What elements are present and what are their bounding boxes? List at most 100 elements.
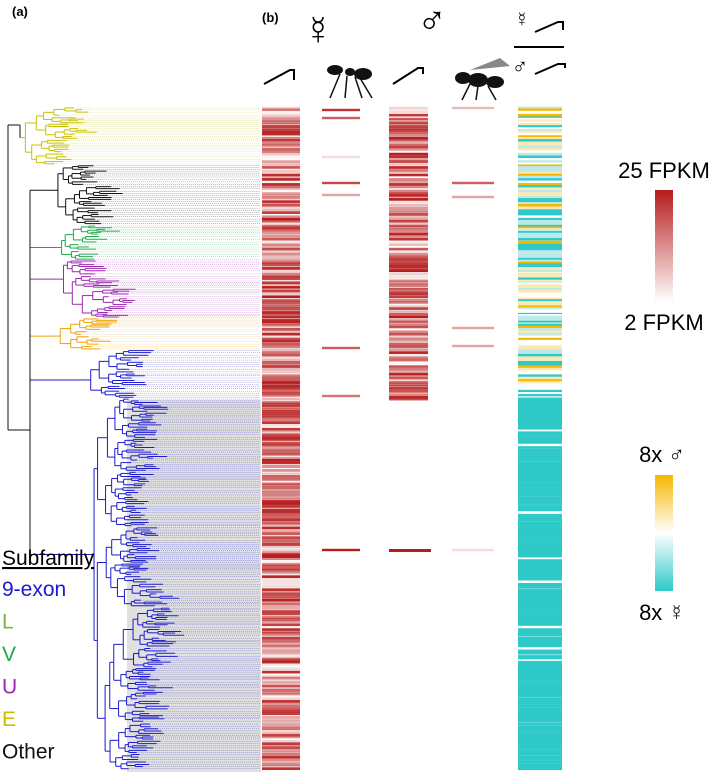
heat-cell bbox=[262, 729, 300, 733]
heat-cell bbox=[518, 295, 562, 299]
scale-label: 8x ♂ bbox=[639, 442, 685, 467]
heat-cell bbox=[262, 229, 300, 233]
heat-cell bbox=[518, 436, 562, 439]
heat-cell bbox=[262, 269, 300, 273]
heat-cell bbox=[518, 502, 562, 505]
heat-cell bbox=[262, 122, 300, 126]
heat-cell bbox=[262, 287, 300, 291]
heat-cell bbox=[518, 534, 562, 537]
heat-cell bbox=[518, 676, 562, 680]
heat-cell bbox=[262, 763, 300, 766]
heat-cell bbox=[389, 391, 428, 395]
heat-cell bbox=[389, 297, 428, 301]
heat-cell bbox=[389, 121, 428, 125]
heat-cell bbox=[262, 401, 300, 404]
heat-cell bbox=[518, 171, 562, 175]
heat-cell bbox=[518, 358, 562, 362]
heat-cell bbox=[389, 196, 428, 199]
heat-cell bbox=[389, 160, 428, 163]
heat-cell bbox=[389, 130, 428, 134]
heat-cell bbox=[518, 450, 562, 454]
heat-cell bbox=[262, 684, 300, 688]
heat-cell bbox=[262, 360, 300, 364]
heat-cell bbox=[518, 727, 562, 731]
heat-cell bbox=[262, 427, 300, 431]
heat-cell bbox=[262, 152, 300, 156]
heat-cell bbox=[389, 285, 428, 289]
heat-cell bbox=[262, 135, 300, 138]
heat-cell bbox=[518, 688, 562, 692]
heat-cell bbox=[262, 228, 300, 231]
heat-cell bbox=[262, 725, 300, 729]
heat-cell bbox=[262, 688, 300, 692]
heat-cell bbox=[518, 372, 562, 376]
heat-cell bbox=[518, 335, 562, 339]
heat-cell bbox=[389, 231, 428, 234]
heat-cell bbox=[262, 604, 300, 608]
heat-cell bbox=[518, 562, 562, 566]
ratio-top: ☿ bbox=[515, 9, 530, 31]
heat-cell bbox=[262, 448, 300, 452]
heat-cell bbox=[518, 715, 562, 719]
heat-cell bbox=[262, 189, 300, 193]
heat-cell bbox=[518, 119, 562, 123]
heat-cell bbox=[262, 315, 300, 319]
heat-cell bbox=[262, 198, 300, 201]
heat-cell bbox=[262, 247, 300, 251]
heat-cell bbox=[262, 415, 300, 419]
heat-cell bbox=[262, 125, 300, 128]
heat-cell bbox=[518, 345, 562, 348]
heat-cell bbox=[262, 255, 300, 258]
heat-cell bbox=[518, 211, 562, 214]
heat-cell bbox=[518, 252, 562, 256]
heat-cell bbox=[262, 753, 300, 756]
heat-cell bbox=[262, 261, 300, 265]
heat-cell bbox=[518, 767, 562, 771]
heat-cell bbox=[262, 692, 300, 696]
heat-cell bbox=[262, 403, 300, 406]
heat-cell bbox=[389, 167, 428, 171]
heat-cell bbox=[518, 461, 562, 464]
heat-cell bbox=[389, 261, 428, 265]
heat-cell bbox=[518, 365, 562, 368]
heat-cell bbox=[389, 282, 428, 286]
heat-cell bbox=[518, 489, 562, 492]
heat-cell bbox=[518, 421, 562, 425]
heat-cell bbox=[262, 213, 300, 216]
heat-cell bbox=[262, 194, 300, 197]
heat-cell bbox=[518, 530, 562, 534]
heat-cell bbox=[262, 639, 300, 642]
heat-cell bbox=[262, 719, 300, 723]
heat-cell bbox=[262, 187, 300, 190]
heat-cell bbox=[518, 187, 562, 190]
heat-cell bbox=[262, 323, 300, 327]
heat-cell bbox=[262, 662, 300, 666]
heat-cell bbox=[518, 513, 562, 517]
heat-cell bbox=[518, 443, 562, 447]
heat-cell bbox=[262, 573, 300, 576]
heat-cell bbox=[262, 700, 300, 703]
heat-cell bbox=[518, 484, 562, 487]
heat-cell bbox=[518, 287, 562, 291]
heat-cell bbox=[262, 592, 300, 596]
heat-cell bbox=[262, 463, 300, 467]
heat-cell bbox=[322, 155, 360, 159]
heat-cell bbox=[262, 272, 300, 276]
heat-cell bbox=[518, 602, 562, 606]
heat-cell bbox=[518, 597, 562, 600]
heat-cell bbox=[262, 349, 300, 352]
heat-cell bbox=[518, 201, 562, 205]
heat-cell bbox=[389, 125, 428, 128]
heat-cell bbox=[518, 299, 562, 302]
heat-cell bbox=[262, 206, 300, 210]
panel-label: (a) bbox=[12, 4, 28, 19]
heat-cell bbox=[389, 122, 428, 126]
heat-cell bbox=[518, 493, 562, 497]
heat-cell bbox=[518, 362, 562, 366]
heat-cell bbox=[518, 376, 562, 380]
heat-cell bbox=[262, 697, 300, 701]
heat-cell bbox=[389, 358, 428, 362]
heat-cell bbox=[389, 204, 428, 207]
heat-cell bbox=[322, 181, 360, 185]
heat-cell bbox=[518, 553, 562, 556]
